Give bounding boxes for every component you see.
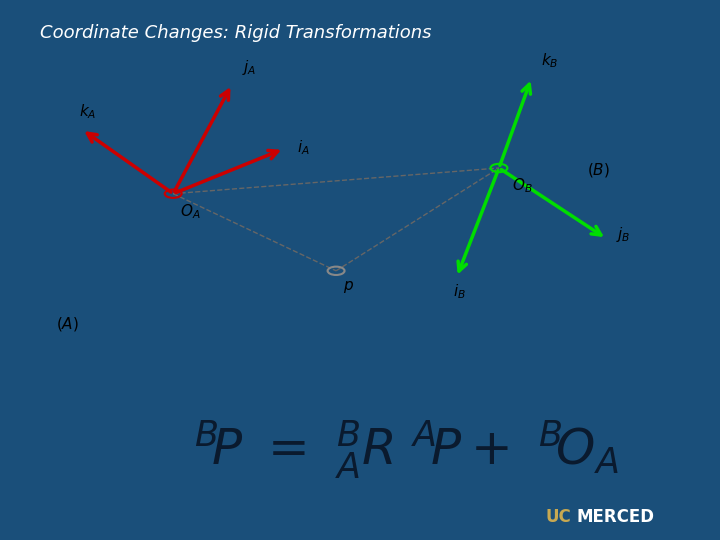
Text: ${}^{B}\!P \ = \ {}^{B}_{A}R \ {}^{A}\!P + \ {}^{B}\!O_A$: ${}^{B}\!P \ = \ {}^{B}_{A}R \ {}^{A}\!P… xyxy=(194,419,619,483)
Text: $i_A$: $i_A$ xyxy=(297,138,310,157)
Text: $j_B$: $j_B$ xyxy=(616,225,631,244)
Text: $O_B$: $O_B$ xyxy=(512,177,533,195)
Text: MERCED: MERCED xyxy=(576,509,654,526)
Text: Coordinate Changes: Rigid Transformations: Coordinate Changes: Rigid Transformation… xyxy=(40,24,431,42)
Text: $(A)$: $(A)$ xyxy=(56,315,79,333)
Text: $i_B$: $i_B$ xyxy=(454,282,467,301)
Text: $j_A$: $j_A$ xyxy=(242,58,256,77)
Text: $O_A$: $O_A$ xyxy=(180,202,200,221)
Text: $k_B$: $k_B$ xyxy=(541,51,559,70)
Text: $k_A$: $k_A$ xyxy=(78,103,96,122)
Text: UC: UC xyxy=(546,509,572,526)
Text: $(B)$: $(B)$ xyxy=(587,161,610,179)
Text: $p$: $p$ xyxy=(343,279,354,295)
